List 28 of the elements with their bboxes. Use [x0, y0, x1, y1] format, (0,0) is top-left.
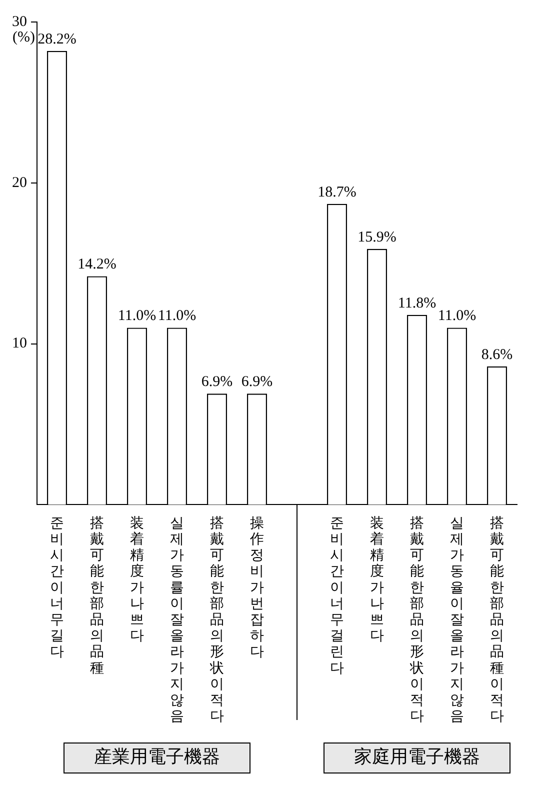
data-label: 11.0%: [158, 308, 196, 324]
category-label: 搭戴可能한部品의形状이적다: [410, 516, 424, 725]
y-tick-label: 30: [12, 14, 27, 30]
data-label: 8.6%: [481, 346, 513, 363]
category-label: 실제가동률이잘올라가지않음: [170, 516, 184, 725]
data-label: 14.2%: [78, 256, 116, 273]
category-label: 操作정비가번잡하다: [250, 516, 264, 660]
x-tick-label: 装着精度가나쁘다: [130, 515, 144, 644]
data-label: 28.2%: [38, 31, 76, 48]
data-label: 15.9%: [358, 229, 396, 246]
category-label: 搭戴可能한部品의品種: [90, 516, 104, 676]
category-label: 준비시간이너무걸린다: [330, 516, 344, 676]
x-tick-label: 装着精度가나쁘다: [370, 515, 384, 644]
category-label: 준비시간이너무길다: [50, 516, 64, 660]
category-label: 搭戴可能한部品의品種이적다: [490, 516, 504, 725]
text: 産業用電子機器: [94, 746, 220, 767]
y-tick-label: 20: [12, 174, 27, 191]
text: 家庭用電子機器: [354, 746, 480, 767]
category-label: 搭戴可能한部品의形状이적다: [210, 516, 224, 725]
y-axis-title: (%): [12, 29, 35, 46]
data-label: 6.9%: [201, 374, 233, 390]
data-label: 11.0%: [118, 308, 156, 324]
data-label: 11.0%: [438, 308, 476, 324]
y-tick-label: 10: [12, 336, 27, 352]
data-label: 11.8%: [398, 295, 436, 312]
data-label: 6.9%: [241, 374, 273, 390]
data-label: 18.7%: [318, 184, 356, 200]
category-label: 실제가동율이잘올라가지않음: [450, 516, 464, 725]
